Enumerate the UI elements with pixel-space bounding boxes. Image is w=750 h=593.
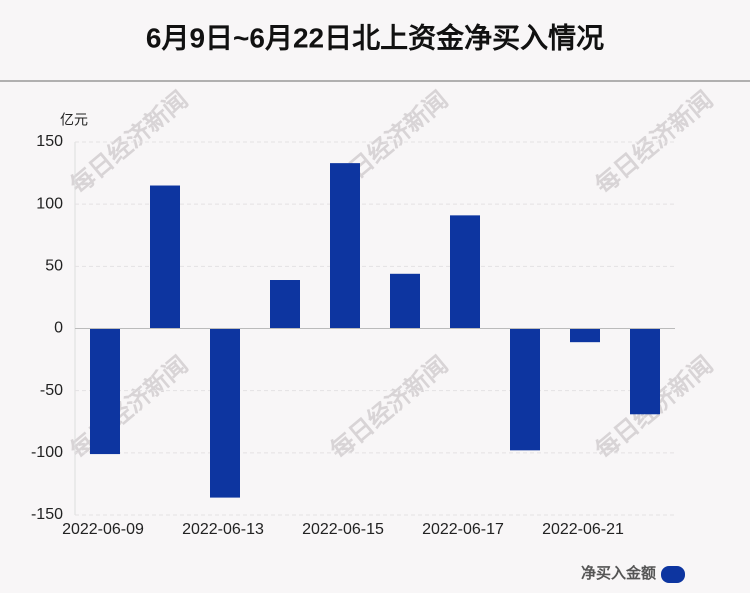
bar [390,273,420,329]
bar [630,328,660,415]
bar [330,163,360,329]
bar [210,328,240,498]
bar [90,328,120,455]
y-tick-label: -150 [31,506,63,523]
x-tick-label: 2022-06-21 [542,521,624,538]
y-tick-label: -50 [40,382,63,399]
bar [450,215,480,329]
legend-label: 净买入金额 [581,564,656,582]
bar [270,280,300,329]
legend-swatch [661,566,685,583]
bar [150,185,180,329]
y-tick-label: 50 [45,258,63,275]
x-tick-label: 2022-06-15 [302,521,384,538]
y-tick-label: 150 [36,133,63,150]
x-tick-label: 2022-06-17 [422,521,504,538]
y-unit: 亿元 [60,112,88,128]
x-tick-label: 2022-06-09 [62,521,144,538]
bar [510,328,540,451]
y-tick-label: -100 [31,444,63,461]
bar [570,328,600,343]
x-tick-label: 2022-06-13 [182,521,264,538]
chart-title: 6月9日~6月22日北上资金净买入情况 [146,21,604,53]
y-tick-label: 0 [54,320,63,337]
y-tick-label: 100 [36,195,63,212]
